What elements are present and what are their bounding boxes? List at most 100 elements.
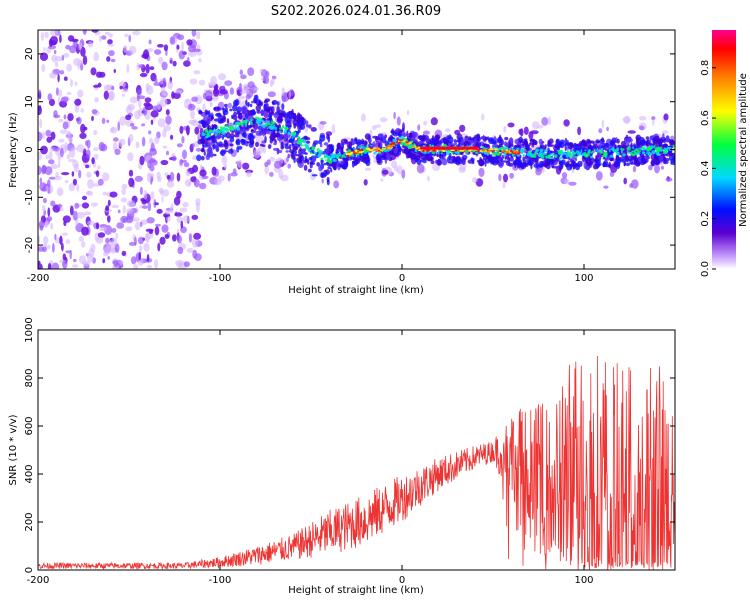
spectrogram-hot-blob [353,152,357,155]
spectrogram-band-blob [245,99,248,106]
snr-frame [37,329,676,571]
spectrogram-noise-blob [331,124,336,134]
spectrogram-band-blob [330,167,333,173]
spectrogram-band-blob [526,158,532,164]
spectrogram-band-blob [196,154,202,162]
spectrogram-noise-blob [502,181,506,189]
spectrogram-band-blob [214,139,217,144]
spectrogram-band-blob [672,154,675,161]
spectrogram-noise-blob [191,214,199,220]
spectrogram-noise-blob [96,71,103,78]
spectrogram-noise-blob [148,39,152,45]
spectrogram-noise-blob [154,259,159,269]
spectrogram-band-blob [242,131,247,139]
spectrogram-band-blob [251,109,256,116]
spectrogram-core-blob [535,150,538,152]
spectrogram-noise-blob [82,260,90,267]
spectrogram-noise-blob [82,30,87,35]
spectrogram-band-blob [434,135,440,142]
spectrogram-noise-blob [154,49,162,55]
spectrogram-core-blob [641,146,644,150]
spectrogram-band-blob [231,114,234,120]
spectrogram-core-blob [271,121,275,124]
spectrogram-band-blob [248,134,255,142]
spectrogram-noise-blob [319,121,327,125]
spectrogram-hot-blob [498,151,501,154]
spectrogram-noise-blob [189,78,198,85]
spectrogram-noise-blob [38,235,41,245]
spectrogram-noise-blob [371,125,377,131]
spectrogram-noise-blob [391,160,398,169]
spectrogram-band-blob [267,144,272,149]
spectrogram-band-blob [455,156,459,163]
spectrogram-band-blob [478,159,484,167]
spectrogram-core-blob [334,154,339,157]
spectrogram-band-blob [205,137,210,141]
spectrogram-core-blob [260,124,263,127]
snr-series-line [38,355,675,570]
spectrogram-noise-blob [69,148,76,158]
spectrogram-noise-blob [598,128,603,134]
spectrogram-core-blob [648,147,652,150]
spectrogram-band-blob [501,154,505,160]
spectrogram-band-blob [376,158,382,164]
spectrogram-noise-blob [288,90,292,99]
spectrogram-band-blob [216,106,220,111]
spectrogram-core-blob [545,155,549,159]
spectrogram-noise-blob [188,119,197,125]
spectrogram-core-blob [620,148,623,151]
spectrogram-hot-blob [350,151,354,154]
spectrogram-band-blob [246,141,250,144]
spectrogram-noise-blob [183,60,191,67]
spectrogram-noise-blob [161,196,164,203]
spectrogram-band-blob [665,138,669,143]
spectrogram-band-blob [227,148,234,154]
spectrogram-noise-blob [120,138,126,146]
spectrogram-core-blob [267,120,271,125]
spectrogram-core-blob [360,152,363,156]
spectrogram-band-blob [336,161,339,169]
spectrogram-noise-blob [53,49,57,55]
spectrogram-noise-blob [166,180,175,188]
colorbar-gradient [712,30,736,269]
spectrogram-band-blob [340,161,344,165]
spectrogram-noise-blob [148,130,152,135]
spectrogram-noise-blob [181,41,184,51]
spectrogram-noise-blob [547,116,552,125]
spectrogram-band-blob [442,136,448,142]
spectrogram-noise-blob [70,78,73,88]
spectrogram-noise-blob [57,73,60,83]
spectrogram-noise-blob [648,164,653,171]
spectrogram-noise-blob [165,115,172,125]
spectrogram-noise-blob [143,189,148,200]
colorbar: 0.0 0.2 0.4 0.6 0.8 Normalized spectral ampl… [700,30,749,277]
spectrogram-noise-blob [176,190,182,199]
spectrogram-noise-blob [154,226,160,236]
spectrogram-band-blob [318,139,323,145]
spectrogram-core-blob [486,152,490,156]
spectrogram-hot-blob [408,142,413,144]
spectrogram-core-blob [324,155,327,158]
spectrogram-noise-blob [57,152,61,162]
spectrogram-noise-blob [38,152,42,161]
spectrogram-noise-blob [43,235,49,245]
spectrogram-core-blob [496,152,500,156]
spectrogram-hot-blob [426,149,431,152]
spectrogram-noise-blob [153,82,162,86]
spectrogram-hot-blob [509,150,514,153]
spectrogram-band-blob [640,158,644,162]
spectrogram-noise-blob [126,208,134,214]
spectrogram-band-blob [224,103,228,108]
spectrogram-band-blob [304,118,307,125]
spectrogram-band-blob [365,159,371,167]
spectrogram-hot-blob [374,149,379,152]
spectrogram-noise-blob [265,71,270,77]
spectrogram-noise-blob [174,90,183,94]
spectrogram-band-blob [206,147,213,155]
spectrogram-noise-blob [170,134,174,140]
spectrogram-noise-blob [74,202,80,209]
spectrogram-core-blob [591,150,595,153]
spectrogram-noise-blob [102,258,106,264]
spectrogram-band-blob [497,138,502,144]
spectrogram-noise-blob [47,93,53,101]
